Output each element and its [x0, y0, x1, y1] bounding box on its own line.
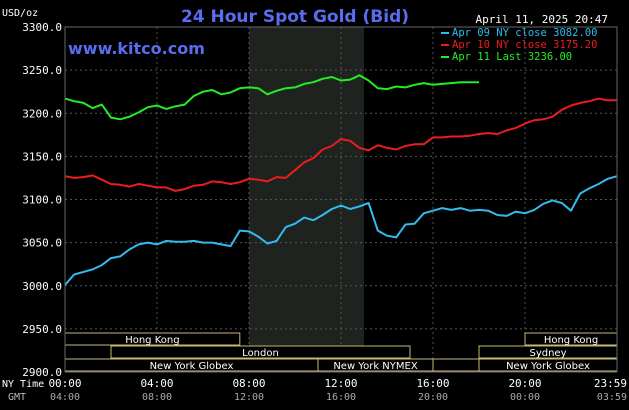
session-bar — [110, 345, 411, 359]
y-tick-label: 2900.0 — [22, 366, 62, 379]
session-label: London — [242, 348, 279, 359]
session-label: Hong Kong — [544, 335, 598, 346]
series-line — [64, 97, 617, 192]
kitco-watermark: www.kitco.com — [68, 39, 205, 58]
y-tick-label: 3100.0 — [22, 194, 62, 207]
gmt-label: GMT — [8, 392, 26, 403]
x-tick-label-gmt: 12:00 — [234, 392, 264, 403]
y-tick-label: 3200.0 — [22, 107, 62, 120]
x-tick-label-ny: 12:00 — [324, 377, 357, 390]
session-bars: Hong Kong London New York Globex New York N… — [64, 332, 618, 372]
chart-timestamp: April 11, 2025 20:47 — [476, 13, 608, 26]
series-line — [64, 74, 479, 121]
y-tick-label: 3000.0 — [22, 280, 62, 293]
y-tick-label: 3300.0 — [22, 21, 62, 34]
x-tick-label-ny: 00:00 — [48, 377, 81, 390]
legend-entry: Apr 09 NY close 3082.00 — [452, 27, 597, 39]
session-label: New York Globex — [506, 361, 590, 372]
x-tick-label-ny: 04:00 — [140, 377, 173, 390]
x-tick-label-ny: 20:00 — [508, 377, 541, 390]
x-tick-label-gmt: 04:00 — [50, 392, 80, 403]
grid-layer — [64, 26, 618, 373]
series-layer — [64, 74, 618, 286]
y-tick-label: 3250.0 — [22, 64, 62, 77]
ny-time-label: NY Time — [2, 379, 44, 390]
plot-frame — [64, 26, 618, 373]
session-label: New York Globex — [150, 361, 234, 372]
x-tick-label-gmt: 08:00 — [142, 392, 172, 403]
x-tick-label-gmt: 03:59 — [597, 392, 627, 403]
session-label: Hong Kong — [125, 335, 179, 346]
x-tick-label-gmt: 16:00 — [326, 392, 356, 403]
x-tick-label-ny: 08:00 — [232, 377, 265, 390]
y-axis-unit-label: USD/oz — [2, 8, 38, 19]
x-tick-label-ny: 16:00 — [416, 377, 449, 390]
y-tick-label: 3050.0 — [22, 237, 62, 250]
x-tick-label-ny: 23:59 — [594, 377, 627, 390]
y-tick-label: 2950.0 — [22, 323, 62, 336]
series-line — [64, 175, 618, 286]
chart-title: 24 Hour Spot Gold (Bid) — [181, 7, 409, 27]
axis-layer: 3300.0 3250.0 3200.0 3150.0 3100.0 3050.0 3000… — [22, 21, 627, 403]
x-tick-label-gmt: 00:00 — [510, 392, 540, 403]
x-tick-label-gmt: 20:00 — [418, 392, 448, 403]
legend-entry: Apr 10 NY close 3175.20 — [452, 39, 597, 51]
session-label: New York NYMEX — [333, 361, 418, 372]
session-label: Sydney — [529, 348, 566, 359]
y-tick-label: 3150.0 — [22, 150, 62, 163]
legend-entry: Apr 11 Last 3236.00 — [452, 51, 572, 63]
